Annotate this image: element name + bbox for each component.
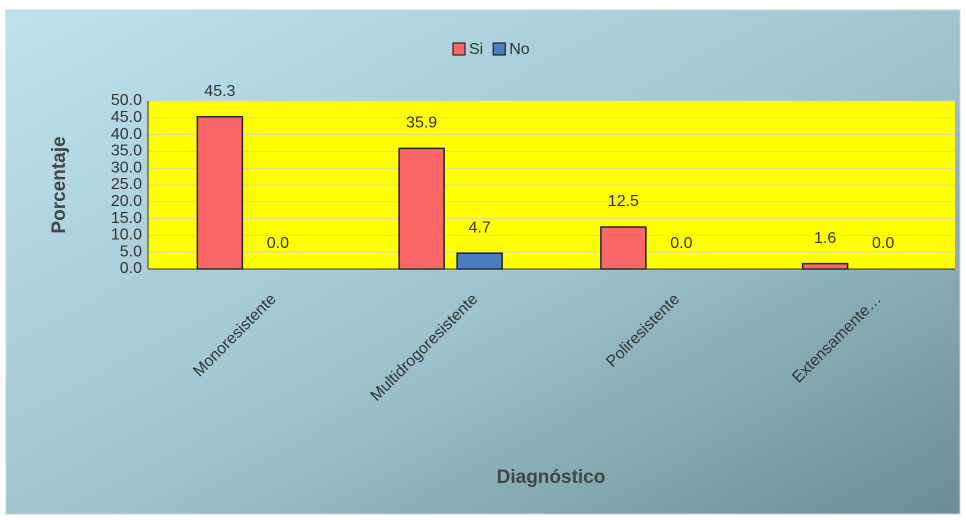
bar [801,262,849,270]
data-label: 0.0 [872,235,894,252]
data-label: 0.0 [267,235,289,252]
y-tick-label: 15.0 [111,210,142,227]
y-tick-label: 5.0 [120,243,142,260]
x-axis-title: Diagnóstico [497,467,606,488]
bar [456,252,503,270]
data-label: 45.3 [204,83,235,100]
data-label: 0.0 [670,235,692,252]
bar [600,226,647,270]
y-tick-label: 35.0 [111,143,142,160]
y-tick-label: 25.0 [111,176,142,193]
data-label: 4.7 [469,219,491,236]
bar [196,116,244,270]
legend-swatch [452,42,466,56]
bar [398,147,445,270]
data-label: 12.5 [608,193,639,210]
y-tick-label: 40.0 [111,126,142,143]
legend-label: Si [469,41,483,58]
data-label: 1.6 [814,230,836,247]
y-tick-label: 50.0 [111,92,142,109]
y-axis-title: Porcentaje [49,136,70,233]
y-tick-label: 45.0 [111,109,142,126]
y-tick-label: 30.0 [111,159,142,176]
y-tick-label: 20.0 [111,193,142,210]
legend-label: No [509,41,530,58]
y-tick-label: 10.0 [111,227,142,244]
data-label: 35.9 [406,115,437,132]
y-tick-label: 0.0 [120,260,142,277]
legend-swatch [492,42,506,56]
